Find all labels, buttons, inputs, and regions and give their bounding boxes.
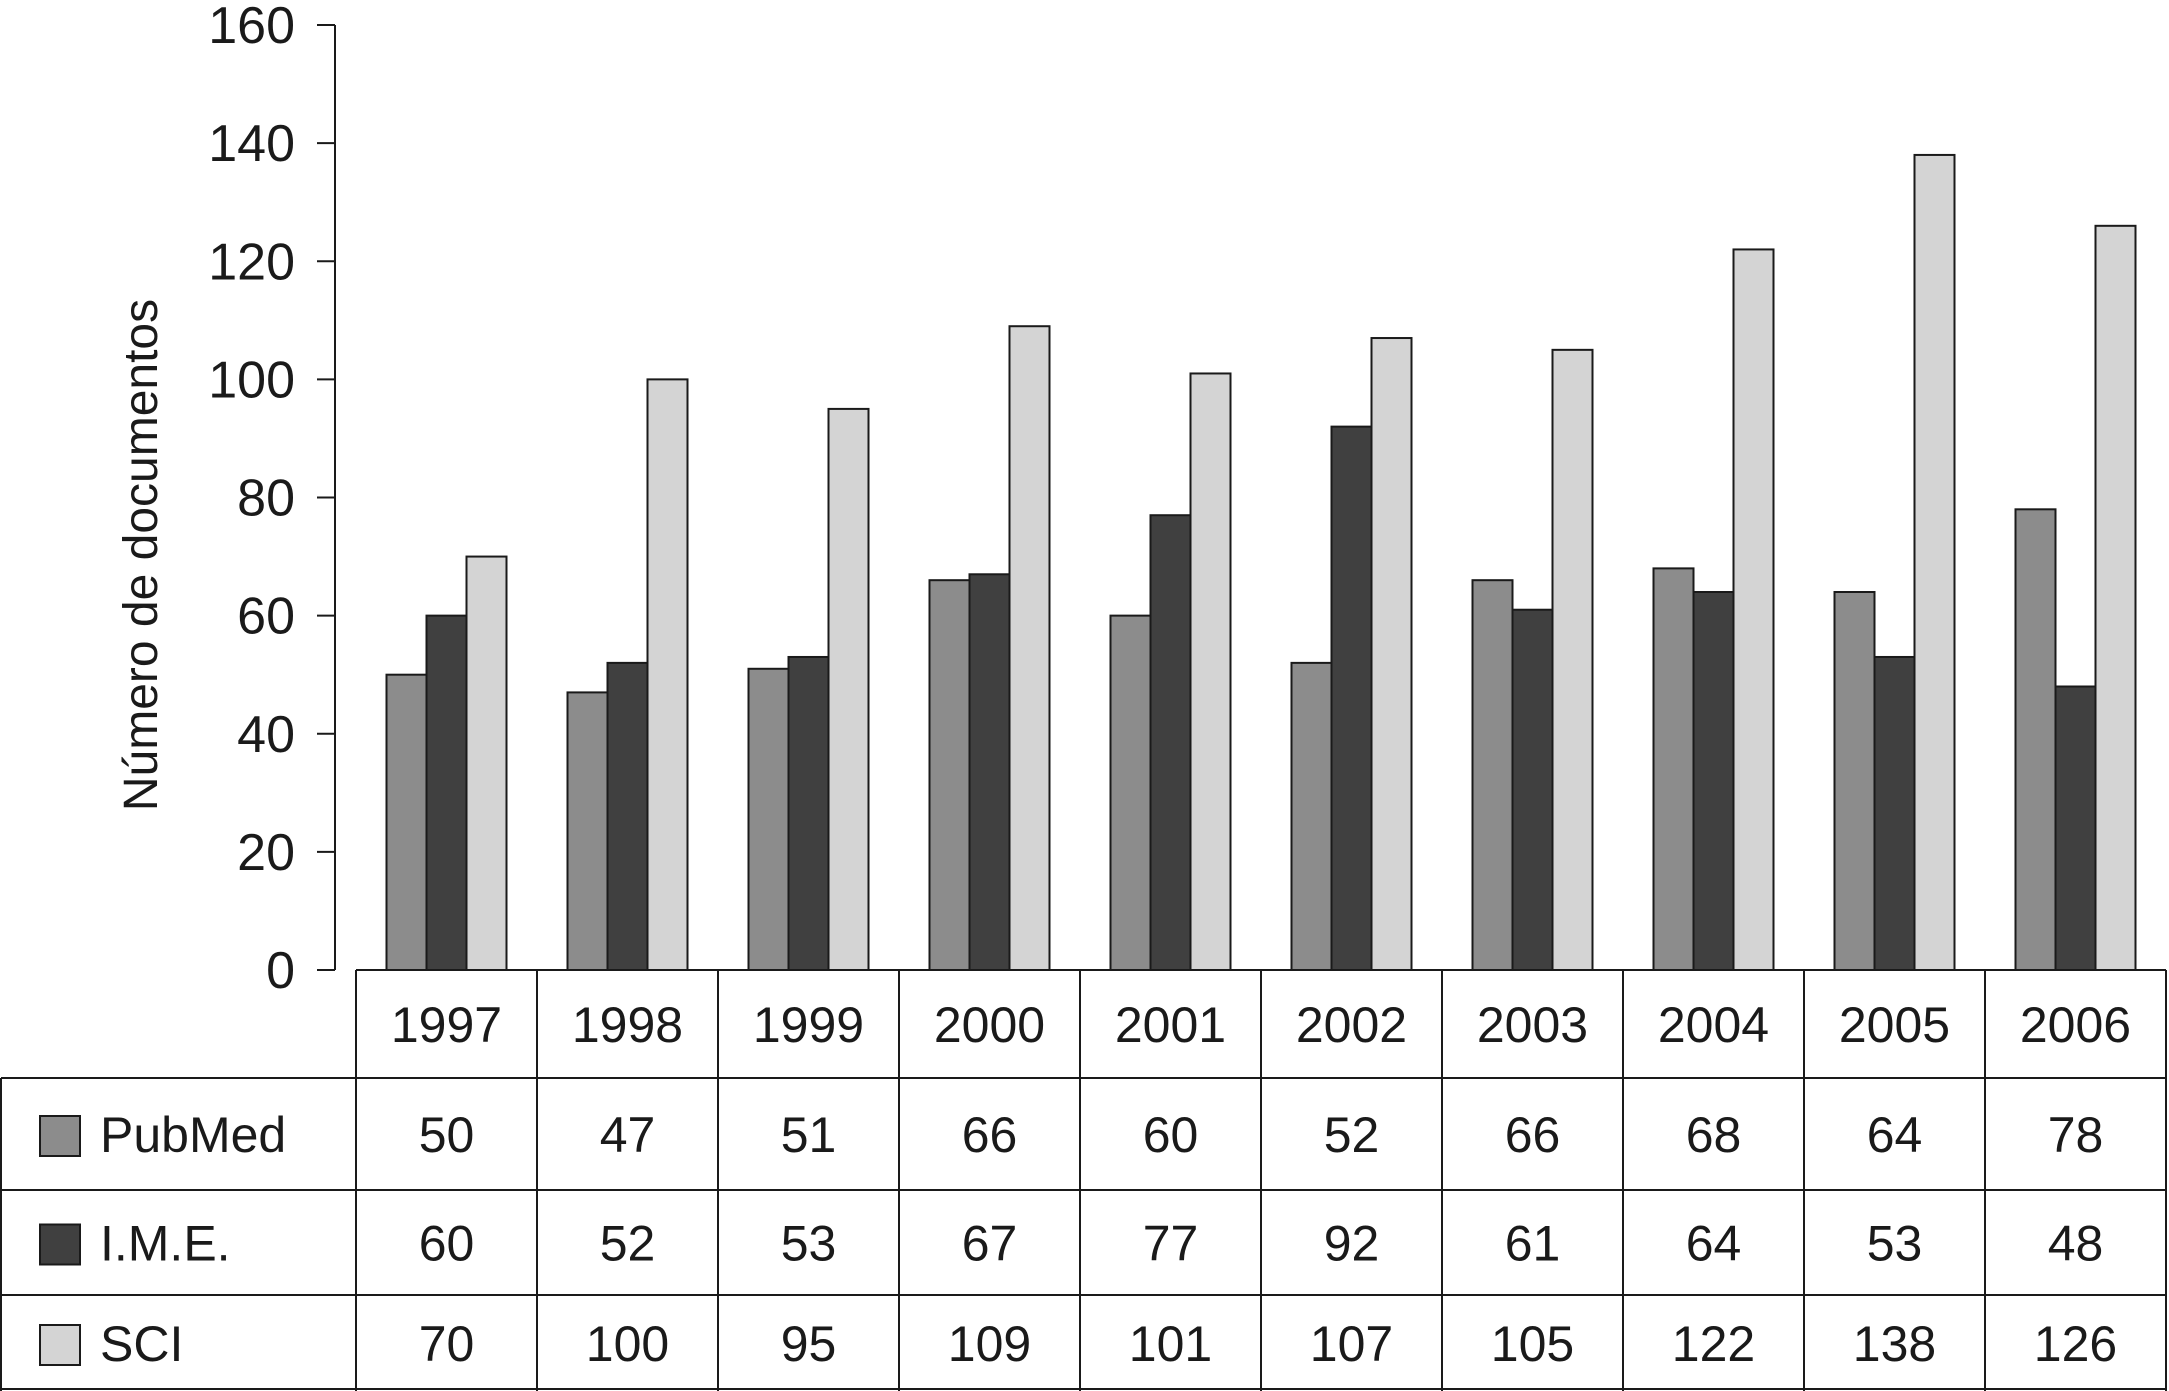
bar-sci-1999 xyxy=(827,407,870,971)
y-tick-label: 60 xyxy=(237,588,295,646)
data-label: 66 xyxy=(1505,1107,1561,1163)
bar-pubmed-2006 xyxy=(2014,508,2057,971)
bar-pubmed-1998 xyxy=(566,691,609,971)
x-tick-label: 1997 xyxy=(391,997,502,1053)
bar-pubmed-2002 xyxy=(1290,661,1333,971)
data-label: 107 xyxy=(1310,1316,1393,1372)
bar-ime-2005 xyxy=(1873,655,1916,971)
x-tick-label: 2002 xyxy=(1296,997,1407,1053)
y-tick-label: 100 xyxy=(208,351,295,409)
data-label: 47 xyxy=(600,1107,656,1163)
bar-ime-1999 xyxy=(787,655,830,971)
data-label: 64 xyxy=(1867,1107,1923,1163)
data-label: 77 xyxy=(1143,1216,1199,1272)
x-tick-label: 2006 xyxy=(2020,997,2131,1053)
data-label: 122 xyxy=(1672,1316,1755,1372)
x-tick-label: 1998 xyxy=(572,997,683,1053)
y-tick-label: 0 xyxy=(266,942,295,1000)
bar-sci-2003 xyxy=(1551,348,1594,971)
bar-sci-2005 xyxy=(1913,153,1956,971)
x-tick-label: 2005 xyxy=(1839,997,1950,1053)
y-axis-label: Número de documentos xyxy=(115,299,168,811)
bar-sci-2006 xyxy=(2094,224,2137,971)
data-label: 70 xyxy=(419,1316,475,1372)
data-label: 52 xyxy=(600,1216,656,1272)
data-label: 53 xyxy=(781,1216,837,1272)
data-label: 100 xyxy=(586,1316,669,1372)
x-tick-label: 2001 xyxy=(1115,997,1226,1053)
data-label: 92 xyxy=(1324,1216,1380,1272)
data-label: 101 xyxy=(1129,1316,1212,1372)
data-label: 51 xyxy=(781,1107,837,1163)
bar-ime-2001 xyxy=(1149,514,1192,971)
bar-pubmed-2004 xyxy=(1652,567,1695,971)
bar-pubmed-2001 xyxy=(1109,614,1152,971)
bar-sci-1998 xyxy=(646,378,689,971)
x-tick-label: 1999 xyxy=(753,997,864,1053)
legend-swatch xyxy=(39,1223,81,1266)
bar-sci-2000 xyxy=(1008,325,1051,971)
y-tick-label: 120 xyxy=(208,233,295,291)
data-label: 64 xyxy=(1686,1216,1742,1272)
bar-sci-2002 xyxy=(1370,337,1413,971)
legend-swatch xyxy=(39,1324,81,1366)
y-axis-ticks: 0 20 40 60 80 100 120 140 160 xyxy=(208,0,335,1000)
data-label: 60 xyxy=(419,1216,475,1272)
data-table: 1997 1998 1999 2000 2001 2002 2003 2004 2005 2006… xyxy=(0,969,2167,1391)
data-label: 53 xyxy=(1867,1216,1923,1272)
bar-sci-2001 xyxy=(1189,372,1232,971)
data-label: 60 xyxy=(1143,1107,1199,1163)
data-label: 78 xyxy=(2048,1107,2104,1163)
y-tick-label: 80 xyxy=(237,470,295,528)
y-tick-label: 160 xyxy=(208,0,295,55)
bar-pubmed-2005 xyxy=(1833,591,1876,971)
data-label: 68 xyxy=(1686,1107,1742,1163)
x-tick-label: 2000 xyxy=(934,997,1045,1053)
data-label: 126 xyxy=(2034,1316,2117,1372)
data-label: 95 xyxy=(781,1316,837,1372)
y-tick-label: 140 xyxy=(208,115,295,173)
data-label: 50 xyxy=(419,1107,475,1163)
bar-ime-1997 xyxy=(425,614,468,971)
bar-ime-2004 xyxy=(1692,591,1735,971)
data-label: 138 xyxy=(1853,1316,1936,1372)
y-tick-label: 20 xyxy=(237,824,295,882)
bar-ime-2000 xyxy=(968,573,1011,971)
bar-ime-2002 xyxy=(1330,425,1373,971)
x-tick-label: 2004 xyxy=(1658,997,1769,1053)
legend-label: I.M.E. xyxy=(100,1216,231,1272)
bar-sci-1997 xyxy=(465,555,508,971)
bar-pubmed-1997 xyxy=(385,673,428,971)
data-label: 61 xyxy=(1505,1216,1561,1272)
bar-pubmed-2000 xyxy=(928,579,971,971)
data-label: 66 xyxy=(962,1107,1018,1163)
x-tick-label: 2003 xyxy=(1477,997,1588,1053)
bar-ime-2006 xyxy=(2054,685,2097,971)
y-tick-label: 40 xyxy=(237,706,295,764)
legend-swatch xyxy=(39,1115,81,1157)
legend-label: PubMed xyxy=(100,1107,286,1163)
data-label: 48 xyxy=(2048,1216,2104,1272)
data-label: 109 xyxy=(948,1316,1031,1372)
legend-label: SCI xyxy=(100,1316,183,1372)
bar-sci-2004 xyxy=(1732,248,1775,971)
bar-pubmed-2003 xyxy=(1471,579,1514,971)
data-label: 105 xyxy=(1491,1316,1574,1372)
data-label: 67 xyxy=(962,1216,1018,1272)
bars-group xyxy=(385,153,2137,971)
bar-ime-2003 xyxy=(1511,608,1554,971)
bar-ime-1998 xyxy=(606,661,649,971)
bar-pubmed-1999 xyxy=(747,667,790,971)
data-label: 52 xyxy=(1324,1107,1380,1163)
